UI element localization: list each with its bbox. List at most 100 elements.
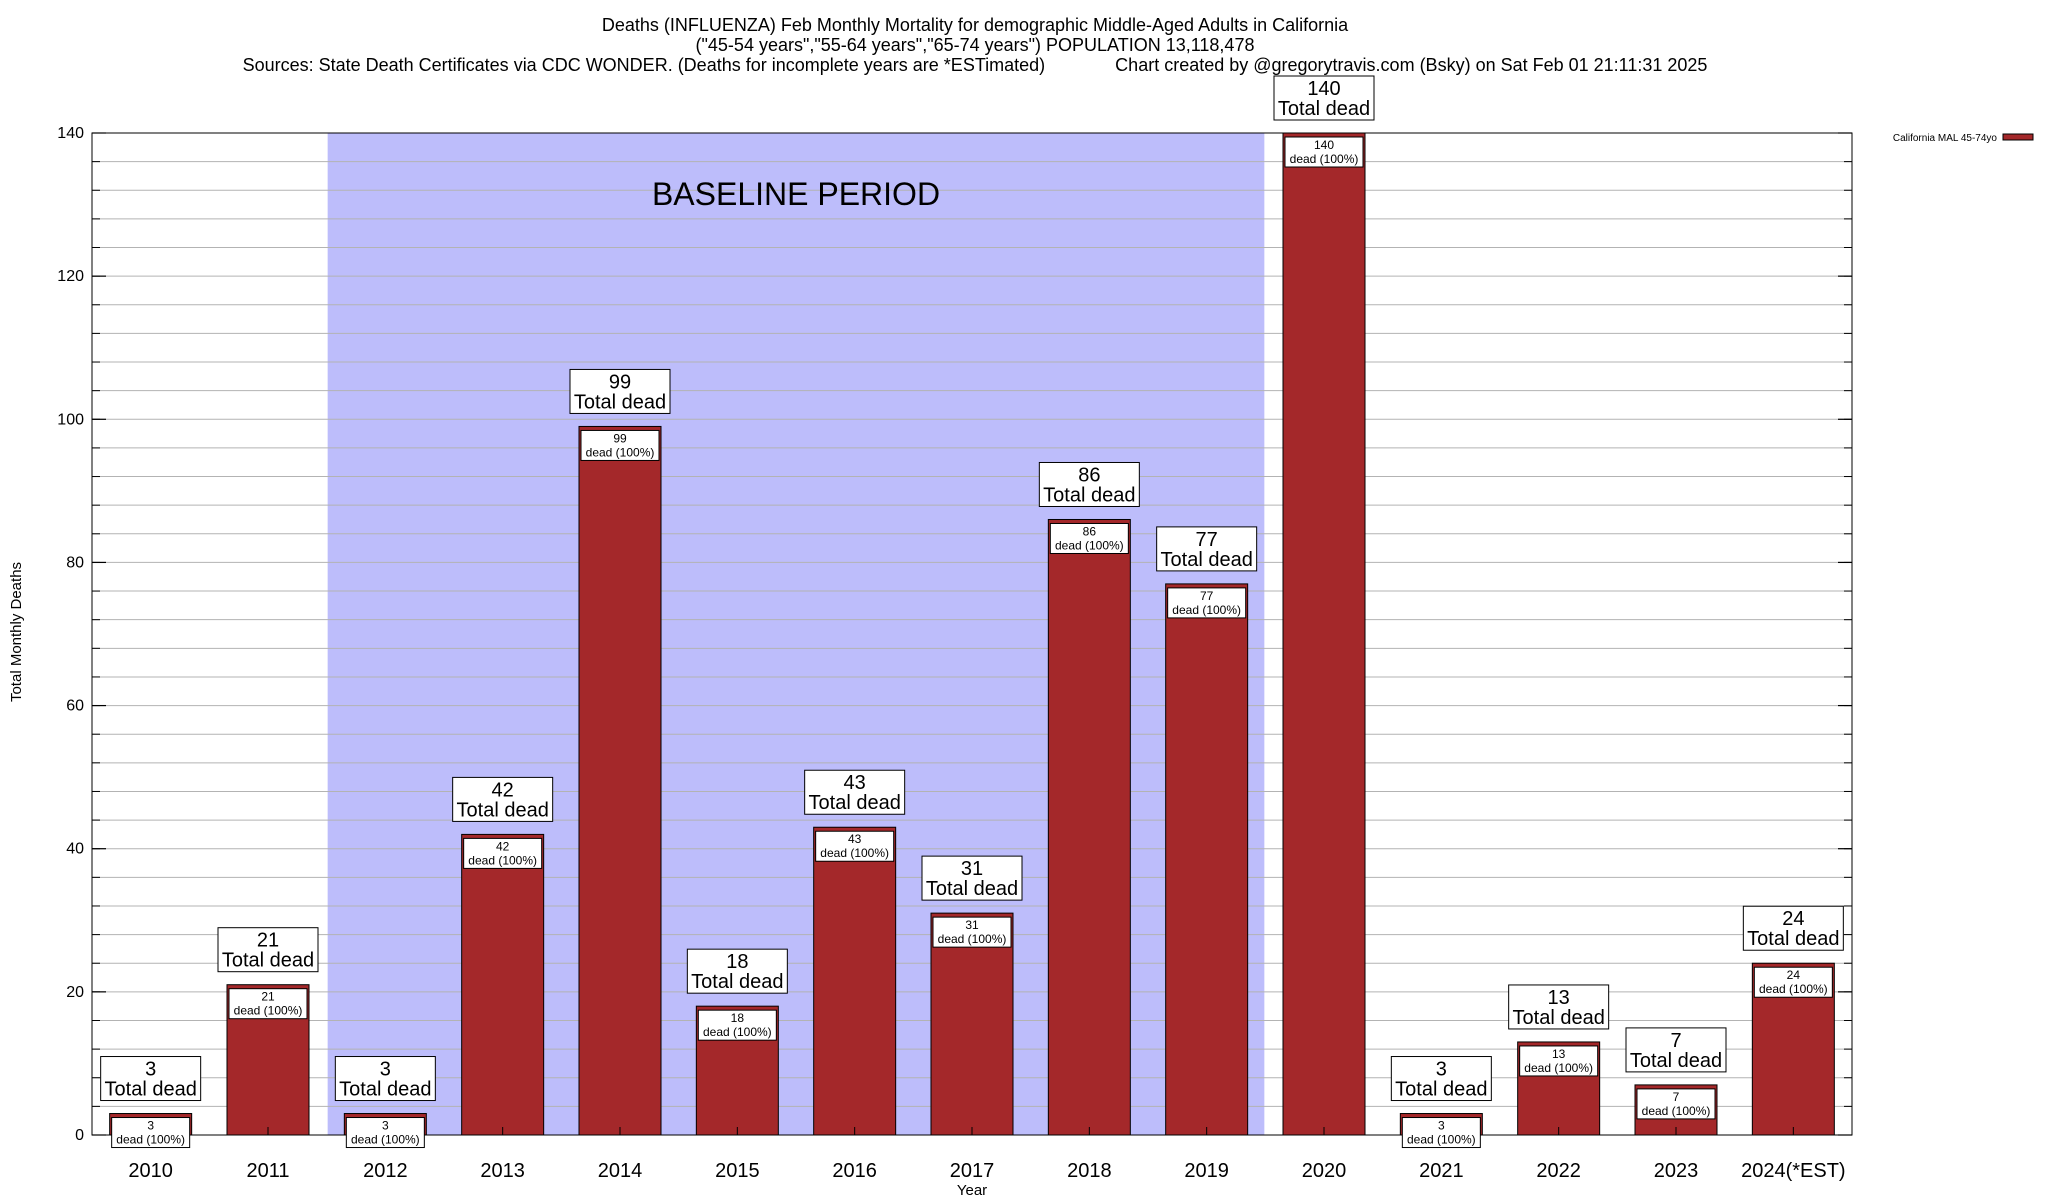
y-tick-label: 40 (66, 841, 84, 858)
inner-value-label: 86 (1083, 524, 1097, 538)
inner-value-label: 13 (1552, 1047, 1566, 1061)
total-dead-label: Total dead (1395, 1079, 1487, 1101)
total-value-label: 3 (145, 1059, 156, 1081)
bar (1165, 583, 1249, 1136)
inner-percent-label: dead (100%) (703, 1025, 772, 1039)
total-value-label: 42 (492, 779, 514, 801)
inner-label-box (111, 1117, 191, 1149)
total-value-label: 31 (961, 858, 983, 880)
total-label-box (1742, 905, 1844, 951)
inner-label-box (932, 916, 1012, 948)
inner-value-label: 43 (848, 832, 862, 846)
total-value-label: 99 (609, 371, 631, 393)
total-dead-label: Total dead (926, 878, 1018, 900)
inner-value-label: 140 (1314, 138, 1334, 152)
total-label-box (1625, 1027, 1727, 1073)
x-tick-label: 2018 (1067, 1160, 1112, 1182)
chart-title: Deaths (INFLUENZA) Feb Monthly Mortality… (243, 15, 1708, 75)
total-value-label: 3 (1436, 1059, 1447, 1081)
total-label-box (569, 368, 671, 414)
total-dead-label: Total dead (105, 1079, 197, 1101)
x-tick-label: 2023 (1654, 1160, 1699, 1182)
legend: California MAL 45-74yo (1893, 133, 2034, 144)
inner-percent-label: dead (100%) (586, 445, 655, 459)
bar (813, 826, 897, 1136)
y-axis-label: Total Monthly Deaths (8, 562, 25, 702)
x-tick-label: 2011 (246, 1160, 289, 1182)
inner-percent-label: dead (100%) (1055, 538, 1124, 552)
inner-label-box (1284, 136, 1364, 168)
inner-value-label: 99 (613, 431, 627, 445)
inner-percent-label: dead (100%) (938, 932, 1007, 946)
total-label-box (452, 776, 554, 822)
y-tick-label: 100 (57, 411, 84, 428)
inner-percent-label: dead (100%) (468, 853, 537, 867)
x-tick-label: 2017 (950, 1160, 995, 1182)
inner-label-box (1401, 1117, 1481, 1149)
total-value-label: 13 (1548, 987, 1570, 1009)
bar (461, 833, 545, 1136)
total-value-label: 7 (1670, 1030, 1681, 1052)
total-label-box (334, 1056, 436, 1102)
total-dead-label: Total dead (457, 799, 549, 821)
x-tick-label: 2013 (480, 1160, 525, 1182)
total-label-box (1038, 461, 1140, 507)
inner-value-label: 31 (965, 918, 979, 932)
inner-percent-label: dead (100%) (351, 1133, 420, 1147)
inner-label-box (1753, 966, 1833, 998)
inner-value-label: 77 (1200, 589, 1214, 603)
x-tick-label: 2021 (1419, 1160, 1464, 1182)
y-tick-label: 60 (66, 698, 84, 715)
inner-label-box (580, 429, 660, 461)
total-dead-label: Total dead (1747, 928, 1839, 950)
inner-value-label: 24 (1787, 968, 1801, 982)
inner-value-label: 3 (1438, 1119, 1445, 1133)
y-tick-label: 20 (66, 984, 84, 1001)
total-label-box (804, 769, 906, 815)
inner-percent-label: dead (100%) (1290, 152, 1359, 166)
inner-value-label: 42 (496, 839, 510, 853)
total-label-box (1390, 1056, 1492, 1102)
inner-value-label: 7 (1673, 1090, 1680, 1104)
title-line-1: Deaths (INFLUENZA) Feb Monthly Mortality… (602, 15, 1349, 35)
inner-label-box (228, 988, 308, 1020)
baseline-period-label: BASELINE PERIOD (652, 176, 940, 212)
x-tick-label: 2020 (1302, 1160, 1347, 1182)
total-label-box (1273, 75, 1375, 121)
x-tick-label: 2022 (1536, 1160, 1581, 1182)
inner-value-label: 3 (382, 1119, 389, 1133)
title-line-2: ("45-54 years","55-64 years","65-74 year… (696, 35, 1255, 55)
y-tick-label: 120 (57, 268, 84, 285)
inner-percent-label: dead (100%) (1524, 1061, 1593, 1075)
inner-label-box (463, 837, 543, 869)
bar (1282, 132, 1366, 1136)
total-dead-label: Total dead (339, 1079, 431, 1101)
x-tick-label: 2024(*EST) (1741, 1160, 1846, 1182)
y-tick-label: 80 (66, 554, 84, 571)
inner-label-box (345, 1117, 425, 1149)
inner-label-box (1519, 1045, 1599, 1077)
inner-value-label: 3 (147, 1119, 154, 1133)
total-dead-label: Total dead (691, 971, 783, 993)
inner-value-label: 18 (731, 1011, 745, 1025)
total-dead-label: Total dead (1513, 1007, 1605, 1029)
total-label-box (100, 1056, 202, 1102)
inner-percent-label: dead (100%) (116, 1133, 185, 1147)
inner-percent-label: dead (100%) (820, 846, 889, 860)
inner-percent-label: dead (100%) (234, 1004, 303, 1018)
total-value-label: 77 (1196, 529, 1218, 551)
total-value-label: 3 (380, 1059, 391, 1081)
total-label-box (1508, 984, 1610, 1030)
total-value-label: 18 (726, 951, 748, 973)
total-value-label: 86 (1078, 464, 1100, 486)
inner-percent-label: dead (100%) (1759, 982, 1828, 996)
total-dead-label: Total dead (1161, 549, 1253, 571)
bar (1047, 518, 1131, 1136)
total-label-box (217, 927, 319, 973)
x-tick-label: 2019 (1184, 1160, 1229, 1182)
x-tick-label: 2014 (598, 1160, 643, 1182)
inner-percent-label: dead (100%) (1642, 1104, 1711, 1118)
total-dead-label: Total dead (222, 950, 314, 972)
x-tick-label: 2012 (363, 1160, 408, 1182)
